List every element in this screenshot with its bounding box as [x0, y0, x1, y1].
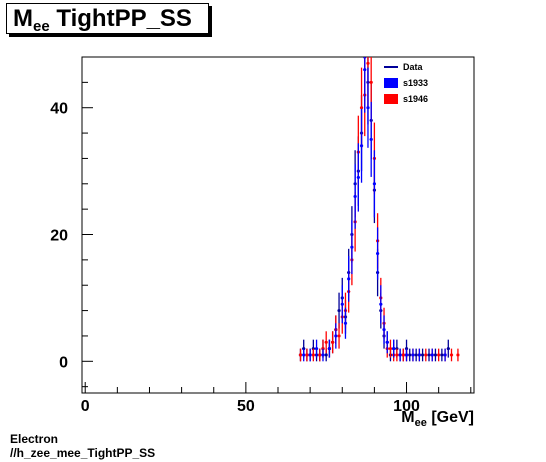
data-point: [299, 353, 302, 357]
data-point: [321, 353, 325, 357]
data-point: [424, 353, 428, 357]
data-point: [373, 182, 376, 186]
y-tick-label: 20: [50, 228, 68, 245]
legend: Data s1933 s1946: [384, 62, 428, 104]
data-point: [418, 353, 421, 357]
x-axis-title: Mee [GeV]: [401, 409, 474, 429]
data-point: [405, 347, 408, 350]
x-axis-title-main: M: [401, 409, 414, 426]
data-point: [302, 347, 306, 350]
data-point: [456, 353, 460, 357]
data-point: [331, 340, 334, 344]
footer-line-1: Electron: [10, 432, 59, 446]
data-point: [402, 353, 405, 357]
plot-frame: [81, 56, 475, 394]
data-point: [446, 347, 450, 350]
data-point: [340, 302, 344, 306]
data-point: [389, 347, 392, 350]
x-axis-title-rest: [GeV]: [427, 409, 474, 426]
data-point: [382, 328, 386, 331]
data-point: [315, 347, 318, 350]
series-layer: [298, 57, 460, 362]
data-point: [443, 353, 447, 357]
data-point: [347, 277, 350, 281]
legend-label: s1946: [403, 94, 428, 104]
data-point: [321, 347, 325, 350]
x-axis-title-subscript: ee: [415, 417, 427, 429]
data-point: [344, 321, 347, 325]
legend-label: Data: [403, 62, 424, 72]
data-point: [395, 353, 399, 357]
data-point: [395, 347, 399, 350]
data-point: [392, 347, 395, 350]
data-point: [366, 106, 370, 110]
footer-line-2: //h_zee_mee_TightPP_SS: [10, 446, 156, 460]
data-point: [398, 353, 402, 357]
data-point: [366, 62, 370, 65]
title-rest-text: TightPP_SS: [49, 5, 192, 32]
data-point: [414, 353, 418, 357]
chart-title-box: Mee TightPP_SS: [6, 3, 209, 35]
data-point: [360, 106, 363, 110]
data-point: [312, 353, 315, 357]
y-tick-label: 40: [50, 101, 68, 118]
data-point: [350, 245, 354, 249]
data-point: [411, 353, 415, 357]
data-point: [305, 353, 309, 357]
x-tick-label: 50: [237, 398, 255, 415]
data-point: [427, 353, 431, 357]
data-point: [408, 353, 412, 357]
axes-layer: 0 50 100 0 20 40: [50, 56, 472, 415]
data-point: [450, 353, 453, 357]
data-point: [437, 353, 440, 357]
data-point: [363, 68, 367, 71]
data-point: [324, 353, 328, 357]
data-point: [318, 353, 322, 357]
data-point: [353, 195, 357, 198]
y-tick-label: 0: [59, 354, 68, 371]
series-s1933: [302, 57, 447, 362]
data-point: [337, 334, 341, 338]
data-point: [405, 353, 408, 357]
legend-label: s1933: [403, 78, 428, 88]
x-tick-label: 100: [393, 398, 420, 415]
data-point: [421, 353, 424, 357]
data-point: [434, 353, 437, 357]
data-point: [369, 138, 373, 141]
data-point: [324, 340, 328, 344]
legend-swatch-box: [384, 94, 398, 104]
data-point: [430, 353, 434, 357]
legend-swatch-box: [384, 78, 398, 88]
data-point: [302, 353, 306, 357]
data-point: [379, 302, 383, 306]
data-point: [337, 309, 341, 312]
data-point: [357, 176, 360, 179]
chart-title: Mee TightPP_SS: [13, 5, 192, 35]
data-point: [360, 144, 363, 148]
data-point: [334, 334, 338, 338]
title-subscript: ee: [33, 18, 50, 35]
footer-caption: Electron //h_zee_mee_TightPP_SS: [10, 432, 155, 460]
data-point: [385, 340, 389, 344]
data-point: [376, 252, 379, 255]
data-point: [369, 81, 373, 84]
x-tick-label: 0: [81, 398, 90, 415]
title-main-text: M: [13, 5, 33, 32]
data-point: [328, 347, 331, 350]
data-point: [440, 353, 444, 357]
data-point: [312, 347, 315, 350]
data-point: [308, 353, 312, 357]
